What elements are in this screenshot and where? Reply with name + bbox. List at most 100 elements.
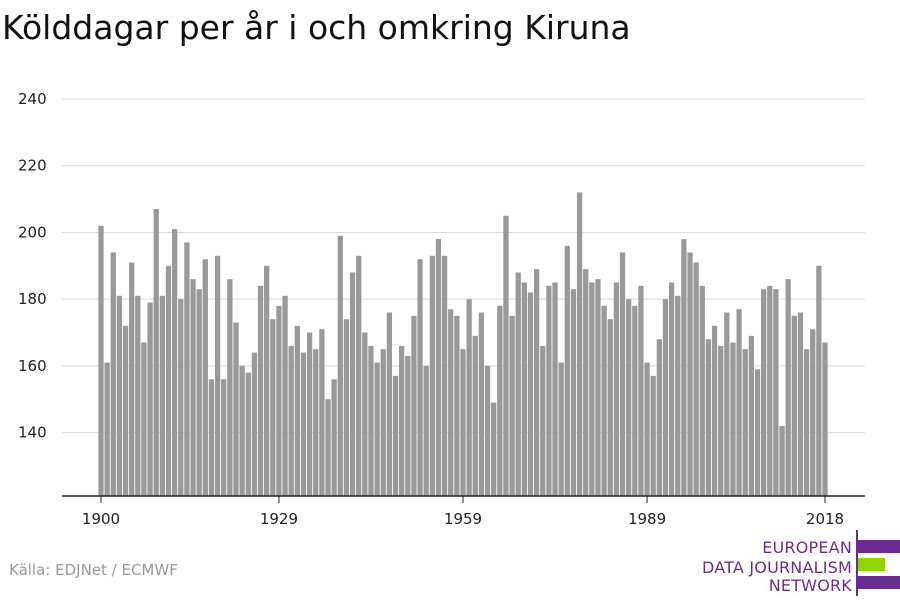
- bar-2010: [773, 289, 779, 496]
- bar-1955: [435, 239, 442, 496]
- y-tick-label: 200: [18, 223, 47, 241]
- bar-1912: [171, 229, 178, 496]
- edjnet-logo: EUROPEAN DATA JOURNALISM NETWORK: [700, 530, 900, 600]
- bar-1907: [141, 342, 147, 496]
- bar-2012: [785, 279, 791, 496]
- bar-1931: [288, 345, 294, 496]
- bar-1952: [417, 259, 423, 496]
- bar-1966: [503, 215, 509, 496]
- bar-1909: [153, 209, 159, 496]
- logo-block-green: [858, 558, 885, 571]
- bar-2009: [767, 285, 773, 496]
- bar-1926: [257, 285, 264, 496]
- bar-1919: [214, 255, 221, 496]
- bar-2000: [711, 325, 718, 496]
- logo-block-purple-bottom: [858, 576, 900, 589]
- logo-divider: [856, 530, 858, 596]
- bar-1946: [380, 349, 386, 496]
- bar-2014: [797, 312, 804, 496]
- bar-1949: [399, 345, 405, 496]
- bar-1923: [239, 365, 245, 496]
- y-tick-label: 220: [18, 157, 47, 175]
- bar-1921: [227, 279, 233, 496]
- bar-2018: [822, 342, 828, 496]
- bar-1972: [540, 345, 546, 496]
- bar-1914: [184, 242, 190, 496]
- bar-1999: [705, 339, 712, 496]
- bar-1906: [135, 295, 141, 496]
- bar-1968: [515, 272, 521, 496]
- bar-1992: [662, 299, 669, 496]
- bar-1962: [478, 312, 485, 496]
- bar-1917: [202, 259, 208, 496]
- bar-1950: [405, 355, 411, 496]
- bar-1974: [552, 282, 558, 496]
- bar-1904: [122, 325, 129, 496]
- bar-1997: [693, 262, 699, 496]
- bars: [98, 192, 828, 497]
- y-tick-label: 160: [18, 357, 47, 375]
- bar-1976: [564, 245, 570, 496]
- bar-1967: [509, 315, 515, 496]
- bar-1970: [527, 292, 534, 496]
- y-tick-label: 180: [18, 290, 47, 308]
- bar-1927: [264, 265, 270, 496]
- bar-1960: [466, 299, 472, 496]
- bar-2016: [810, 329, 816, 496]
- y-tick-label: 240: [18, 90, 47, 108]
- bar-1961: [472, 335, 478, 496]
- bar-2002: [724, 312, 730, 496]
- logo-block-purple-top: [858, 540, 900, 553]
- bar-1936: [319, 329, 325, 496]
- bar-1938: [331, 379, 337, 496]
- x-tick-label: 1989: [628, 510, 666, 528]
- bar-2015: [803, 349, 810, 496]
- bar-1932: [294, 325, 300, 496]
- bar-1905: [129, 262, 135, 496]
- bar-1918: [208, 379, 215, 496]
- bar-2011: [779, 425, 785, 496]
- bar-1901: [104, 362, 110, 496]
- bar-1963: [484, 365, 491, 496]
- bar-1953: [423, 365, 429, 496]
- bar-1929: [276, 305, 282, 496]
- bar-1965: [497, 305, 503, 496]
- bar-1975: [558, 362, 564, 496]
- x-tick-label: 1959: [444, 510, 482, 528]
- bar-1934: [306, 332, 313, 496]
- bar-1948: [392, 375, 399, 496]
- bar-1990: [650, 375, 656, 496]
- bar-1994: [675, 295, 681, 496]
- bar-2004: [736, 309, 742, 496]
- bar-1945: [374, 362, 380, 496]
- bar-2003: [730, 342, 736, 496]
- bar-1954: [429, 255, 435, 496]
- bar-1985: [619, 252, 626, 496]
- bar-1982: [601, 305, 607, 496]
- bar-1977: [570, 289, 577, 496]
- bar-1920: [221, 379, 227, 496]
- bar-2005: [742, 349, 748, 496]
- bar-1993: [668, 282, 675, 496]
- bar-1916: [196, 289, 202, 496]
- bar-1983: [607, 319, 613, 496]
- bar-1937: [325, 399, 331, 496]
- bar-1958: [454, 315, 460, 496]
- bar-1951: [411, 315, 417, 496]
- chart-title: Kölddagar per år i och omkring Kiruna: [2, 8, 631, 47]
- bar-2006: [748, 335, 755, 496]
- bar-1925: [251, 352, 258, 496]
- bar-1957: [448, 309, 454, 496]
- bar-2013: [791, 315, 797, 496]
- source-note: Källa: EDJNet / ECMWF: [9, 561, 178, 579]
- bar-1944: [368, 345, 374, 496]
- bar-1928: [270, 319, 276, 496]
- bar-1935: [313, 349, 319, 496]
- bar-1998: [699, 285, 705, 496]
- bar-2007: [754, 369, 761, 496]
- bar-1978: [576, 192, 583, 497]
- bar-1959: [460, 349, 466, 496]
- bar-1939: [337, 235, 343, 497]
- bar-1930: [282, 295, 288, 496]
